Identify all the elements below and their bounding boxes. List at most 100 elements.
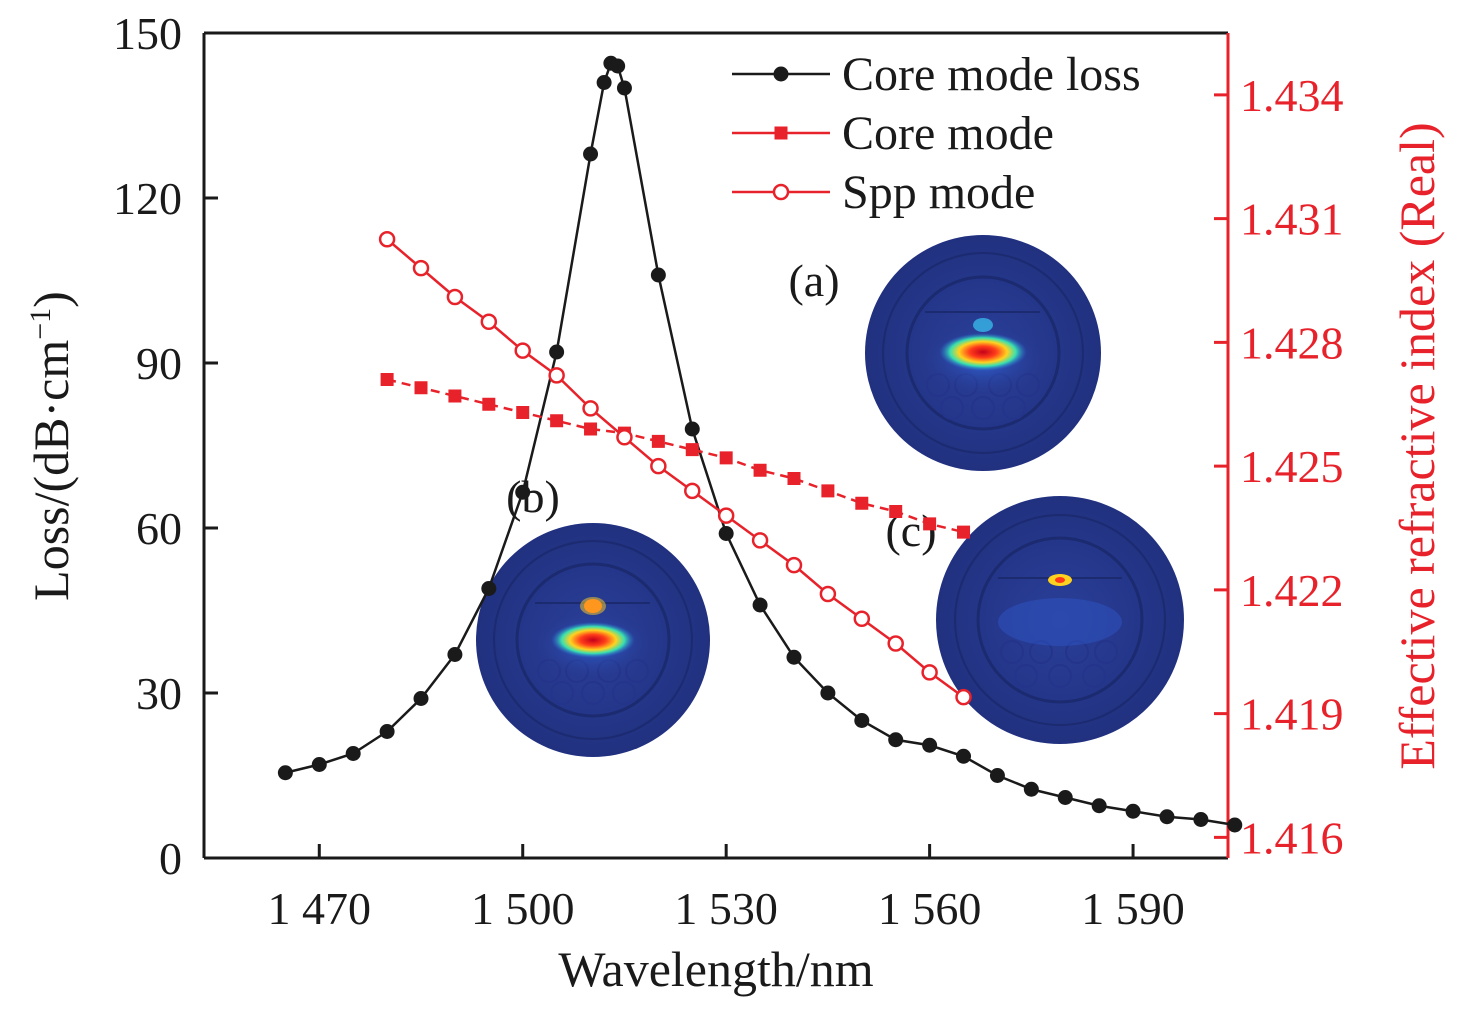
data-point-core-mode-loss xyxy=(1057,790,1073,805)
data-point-core-mode-loss xyxy=(1023,781,1039,797)
data-point-core-mode-loss xyxy=(610,58,626,74)
x-tick-label: 1 530 xyxy=(674,883,778,934)
left-y-tick-label: 150 xyxy=(113,8,182,59)
data-point-core-mode xyxy=(719,451,733,465)
data-point-core-mode-loss xyxy=(311,757,327,772)
x-tick-label: 1 590 xyxy=(1081,883,1185,934)
plot-frame xyxy=(202,31,1230,860)
data-point-spp-mode xyxy=(785,556,803,574)
data-point-spp-mode xyxy=(819,585,837,603)
data-point-core-mode xyxy=(584,422,598,436)
left-y-tick-label: 90 xyxy=(136,338,182,389)
legend-label-core-mode: Core mode xyxy=(842,107,1054,160)
x-axis-ticks: 1 470 1 500 1 530 1 560 1 590 xyxy=(268,844,1185,934)
data-point-core-mode xyxy=(516,406,530,419)
data-point-spp-mode xyxy=(887,635,904,652)
left-y-tick-label: 120 xyxy=(113,173,182,224)
data-point-core-mode-loss xyxy=(922,737,938,753)
data-point-core-mode xyxy=(787,472,801,485)
data-point-core-mode-loss xyxy=(1125,803,1141,819)
data-point-spp-mode xyxy=(955,688,972,706)
data-point-core-mode-loss xyxy=(481,581,497,596)
right-y-axis-ticks: 1.416 1.419 1.422 1.425 1.428 1.431 1.434 xyxy=(1214,70,1344,863)
data-point-spp-mode xyxy=(616,429,633,446)
data-point-core-mode xyxy=(855,496,869,510)
data-point-core-mode xyxy=(550,414,564,428)
data-point-core-mode-loss xyxy=(752,597,768,613)
data-point-core-mode-loss xyxy=(616,80,632,96)
right-y-tick-label: 1.422 xyxy=(1240,565,1344,616)
x-axis-title: Wavelength/nm xyxy=(558,941,873,997)
data-point-core-mode xyxy=(957,525,971,539)
data-point-core-mode-loss xyxy=(718,526,734,541)
data-point-core-mode-loss xyxy=(684,421,700,437)
data-point-core-mode xyxy=(753,463,767,477)
data-point-spp-mode xyxy=(650,457,667,475)
legend-marker-spp-mode xyxy=(772,183,790,201)
data-point-core-mode xyxy=(482,397,496,411)
left-y-axis-ticks: 0 30 60 90 120 150 xyxy=(113,8,218,884)
data-point-core-mode xyxy=(889,505,903,518)
right-y-tick-label: 1.416 xyxy=(1240,812,1344,863)
inset-label-a: (a) xyxy=(788,255,839,306)
data-point-core-mode-loss xyxy=(888,732,904,748)
x-tick-label: 1 560 xyxy=(878,883,982,934)
inset-c xyxy=(936,496,1184,744)
data-point-core-mode-loss xyxy=(1091,798,1107,814)
data-point-core-mode xyxy=(685,443,699,457)
right-y-tick-label: 1.428 xyxy=(1240,317,1344,368)
data-point-core-mode-loss xyxy=(277,765,293,781)
data-point-core-mode-loss xyxy=(1193,812,1209,827)
legend-marker-core-mode-loss xyxy=(773,66,789,82)
data-point-core-mode xyxy=(651,434,665,448)
data-point-spp-mode xyxy=(921,664,938,681)
data-point-spp-mode xyxy=(548,367,565,384)
series-layer xyxy=(277,55,1243,833)
legend-label-spp-mode: Spp mode xyxy=(842,166,1035,219)
x-tick-label: 1 470 xyxy=(268,883,372,934)
data-point-core-mode-loss xyxy=(515,484,531,500)
data-point-core-mode-loss xyxy=(820,685,836,701)
x-tick-label: 1 500 xyxy=(471,883,575,934)
data-point-core-mode-loss xyxy=(1159,809,1175,825)
data-point-core-mode-loss xyxy=(596,75,612,90)
data-point-spp-mode xyxy=(412,259,430,277)
data-point-core-mode-loss xyxy=(583,146,599,162)
data-point-spp-mode xyxy=(853,610,871,627)
right-y-axis-title: Effective refractive index (Real) xyxy=(1389,122,1445,769)
data-point-core-mode-loss xyxy=(650,267,666,283)
data-point-core-mode-loss xyxy=(345,746,361,761)
data-point-spp-mode xyxy=(684,482,701,500)
data-point-core-mode-loss xyxy=(956,748,972,764)
left-y-axis-title: Loss/(dB·cm−1) xyxy=(23,291,79,601)
data-point-core-mode-loss xyxy=(786,649,802,665)
left-y-axis-title-sup: −1 xyxy=(24,308,57,340)
right-y-tick-label: 1.431 xyxy=(1240,194,1344,245)
data-point-core-mode xyxy=(821,484,835,498)
data-point-core-mode-loss xyxy=(854,713,870,728)
legend: Core mode loss Core mode Spp mode xyxy=(732,48,1141,219)
data-point-spp-mode xyxy=(582,400,599,417)
data-point-core-mode xyxy=(448,389,462,403)
data-point-core-mode xyxy=(923,517,937,531)
data-point-core-mode-loss xyxy=(413,691,429,706)
right-y-tick-label: 1.425 xyxy=(1240,441,1344,492)
data-point-core-mode-loss xyxy=(379,724,395,739)
data-point-core-mode xyxy=(414,381,428,395)
data-point-spp-mode xyxy=(378,231,396,248)
legend-marker-core-mode xyxy=(774,126,788,140)
left-y-tick-label: 0 xyxy=(159,833,182,884)
data-point-core-mode xyxy=(380,373,394,386)
legend-label-core-mode-loss: Core mode loss xyxy=(842,48,1141,101)
data-point-spp-mode xyxy=(514,342,531,359)
left-y-tick-label: 30 xyxy=(136,668,182,719)
right-y-tick-label: 1.434 xyxy=(1240,70,1344,121)
data-point-core-mode-loss xyxy=(1227,817,1243,833)
data-point-core-mode-loss xyxy=(447,647,463,662)
left-y-tick-label: 60 xyxy=(136,503,182,554)
data-point-core-mode-loss xyxy=(989,768,1005,783)
data-point-spp-mode xyxy=(480,313,498,330)
data-point-spp-mode xyxy=(717,507,735,524)
inset-b xyxy=(476,523,710,757)
